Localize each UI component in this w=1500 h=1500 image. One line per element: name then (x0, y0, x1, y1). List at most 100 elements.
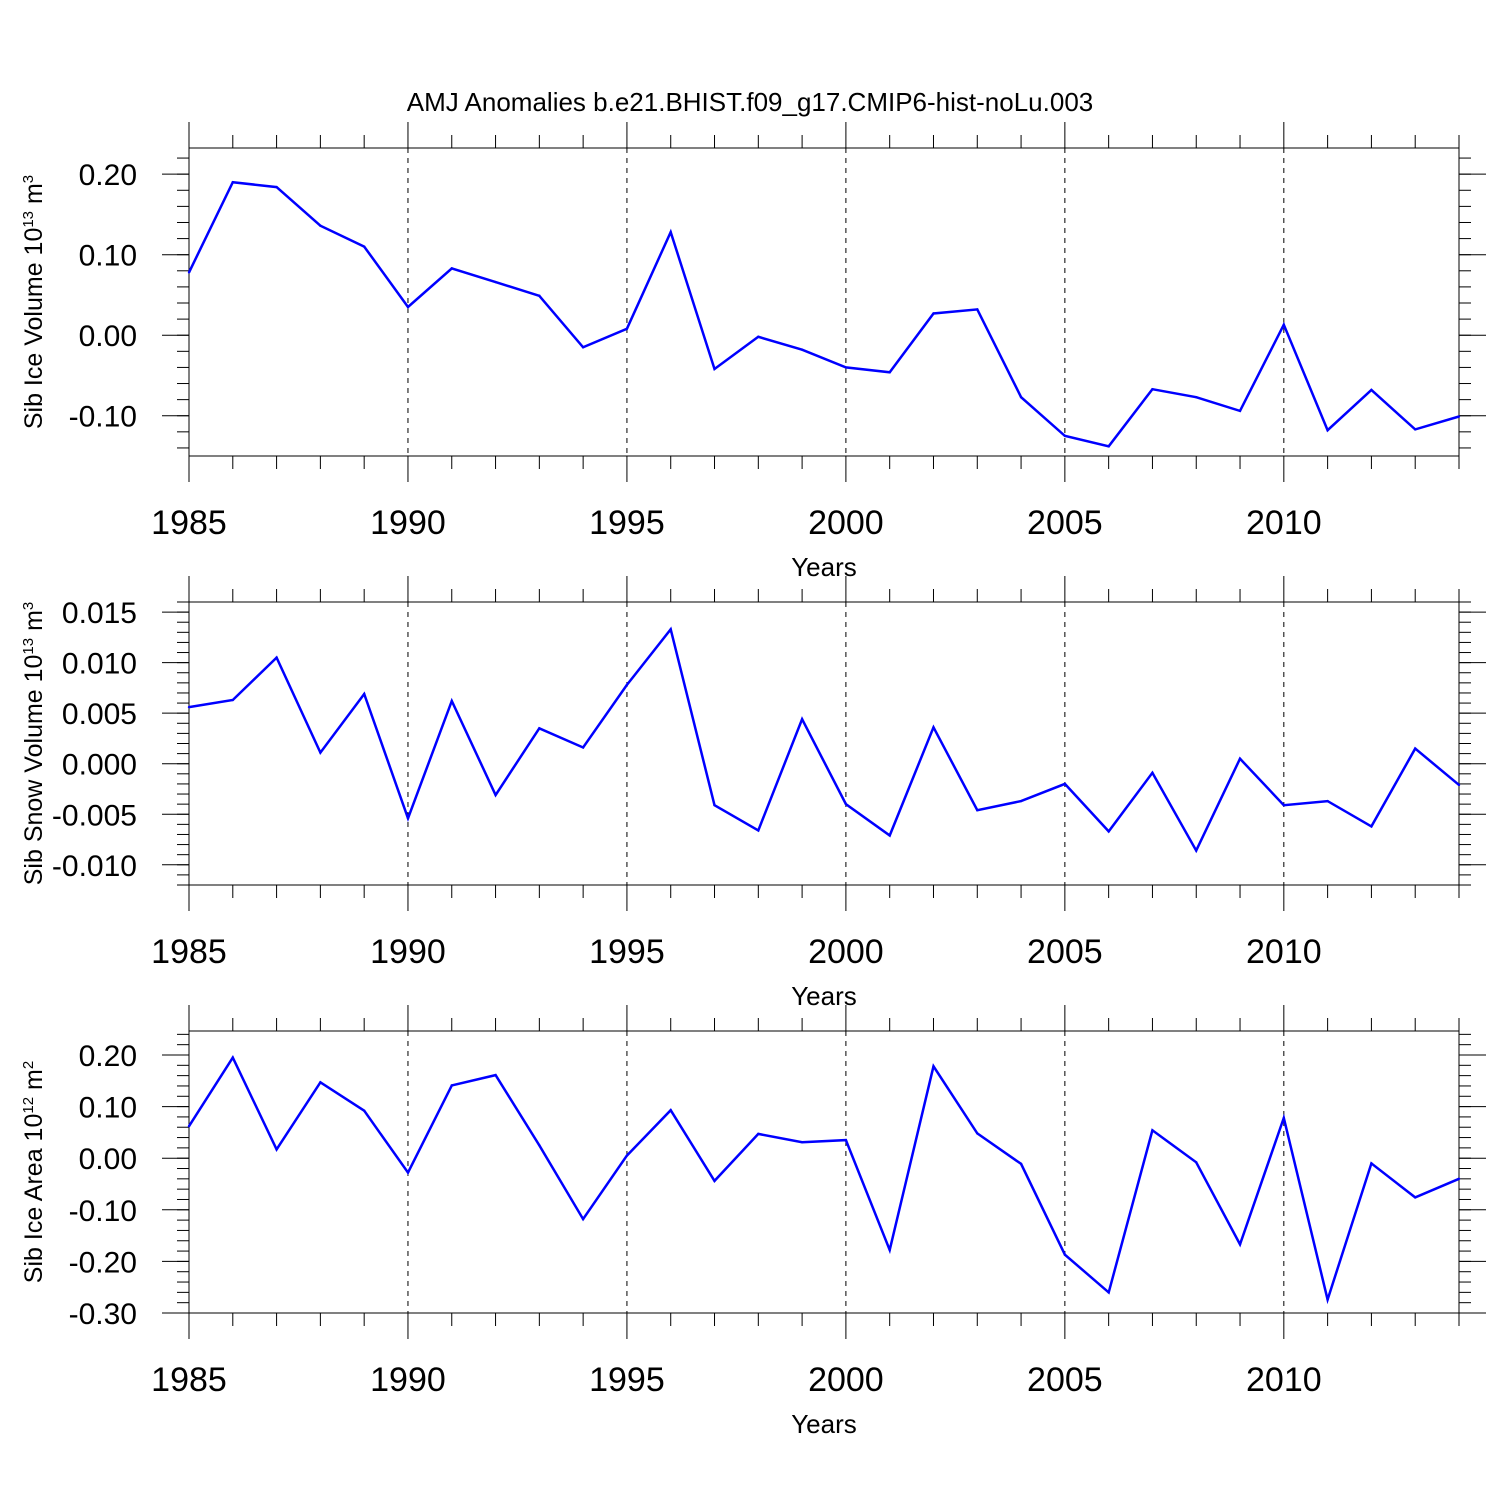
data-point (625, 1154, 629, 1157)
data-point (757, 829, 760, 832)
data-point (581, 746, 585, 749)
x-tick-label: 1995 (589, 933, 665, 971)
data-point (932, 1065, 935, 1068)
y-tick-label: 0.005 (62, 698, 137, 731)
y-tick-label: -0.20 (69, 1246, 137, 1279)
data-point (1019, 396, 1023, 399)
x-tick-label: 1995 (589, 1361, 665, 1399)
data-point (538, 294, 541, 297)
data-point (1195, 396, 1198, 399)
panel-2: 0.015 0.010 0.005 0.000 -0.005 -0.010 1985 1990… (20, 576, 1486, 1011)
x-axis-label: Years (791, 1409, 857, 1439)
data-point (1195, 849, 1198, 852)
y-tick-label: -0.10 (69, 1195, 137, 1228)
data-point (581, 1217, 585, 1221)
x-tick-label: 2005 (1027, 504, 1103, 542)
y-tick-label: -0.10 (69, 401, 137, 434)
data-point (625, 327, 629, 330)
data-point (932, 312, 935, 315)
series-line (187, 1055, 1460, 1305)
data-point (1238, 409, 1242, 413)
data-point (406, 1171, 410, 1174)
y-tick-label: -0.010 (52, 850, 137, 883)
data-point (888, 1248, 891, 1252)
data-point (362, 1109, 366, 1112)
x-tick-label: 1985 (151, 933, 227, 971)
x-tick-label: 2000 (808, 1361, 884, 1399)
data-point (275, 656, 278, 659)
data-point (1063, 434, 1067, 438)
data-point (362, 245, 366, 248)
data-point (800, 348, 804, 351)
data-point (319, 1081, 322, 1084)
data-point (1414, 747, 1417, 750)
data-point (844, 1138, 848, 1142)
data-point (362, 692, 366, 696)
y-tick-label: 0.010 (62, 648, 137, 681)
x-tick-label: 2000 (808, 933, 884, 971)
data-point (406, 817, 410, 820)
data-point (231, 1056, 234, 1059)
y-tick-label: 0.00 (79, 1143, 137, 1176)
data-point (581, 346, 585, 349)
figure-title: AMJ Anomalies b.e21.BHIST.f09_g17.CMIP6-… (407, 87, 1094, 117)
data-point (844, 802, 848, 806)
data-point (406, 305, 410, 309)
data-point (231, 181, 234, 184)
y-tick-label: 0.20 (79, 1040, 137, 1073)
panel-3: 0.20 0.10 0.00 -0.10 -0.20 -0.30 1985 1990 1995 2… (20, 1005, 1486, 1439)
x-tick-label: 1995 (589, 504, 665, 542)
data-point (1414, 1196, 1417, 1199)
data-point (757, 1132, 760, 1136)
data-point (888, 371, 891, 374)
data-point (713, 1179, 716, 1183)
data-point (1238, 1243, 1242, 1246)
data-point (1457, 415, 1461, 418)
y-tick-label: 0.015 (62, 597, 137, 630)
data-point (1151, 1129, 1154, 1132)
data-point (1107, 1291, 1110, 1294)
x-tick-label: 2010 (1246, 1361, 1322, 1399)
plot-frame (188, 147, 1460, 457)
x-tick-label: 1990 (370, 504, 446, 542)
y-tick-label: 0.000 (62, 749, 137, 782)
data-point (757, 335, 760, 339)
data-point (1063, 782, 1067, 786)
y-tick-label: -0.005 (52, 799, 137, 832)
y-tick-label: -0.30 (69, 1298, 137, 1331)
data-point (450, 699, 453, 703)
data-point (1019, 799, 1023, 803)
data-point (494, 1073, 497, 1077)
data-point (450, 1084, 453, 1087)
data-point (538, 1144, 541, 1147)
x-tick-label: 2005 (1027, 1361, 1103, 1399)
plot-frame (188, 1030, 1460, 1314)
data-point (1107, 445, 1110, 448)
data-point (1457, 1177, 1461, 1181)
data-point (976, 308, 979, 311)
y-axis-label: Sib Ice Area 1012 m2 (20, 1061, 48, 1283)
data-point (669, 230, 672, 234)
y-axis-label: Sib Snow Volume 1013 m3 (20, 602, 48, 886)
data-point (1414, 428, 1417, 431)
data-point (669, 1109, 672, 1112)
data-point (1370, 825, 1373, 828)
data-point (1326, 799, 1329, 803)
data-point (275, 185, 278, 189)
data-point (1282, 803, 1286, 807)
data-point (231, 698, 234, 702)
data-point (800, 1141, 804, 1144)
data-point (713, 803, 716, 807)
data-point (1019, 1162, 1023, 1166)
series-line (187, 180, 1460, 448)
panel-1: 0.20 0.10 0.00 -0.10 1985 1990 1995 2000 2005 201… (20, 122, 1486, 582)
data-point (625, 683, 629, 687)
x-tick-label: 1985 (151, 1361, 227, 1399)
y-tick-label: 0.10 (79, 240, 137, 273)
data-point (275, 1148, 278, 1151)
y-tick-label: 0.20 (79, 159, 137, 192)
x-axis-label: Years (791, 981, 857, 1011)
data-point (187, 1125, 191, 1128)
data-point (1151, 387, 1154, 391)
